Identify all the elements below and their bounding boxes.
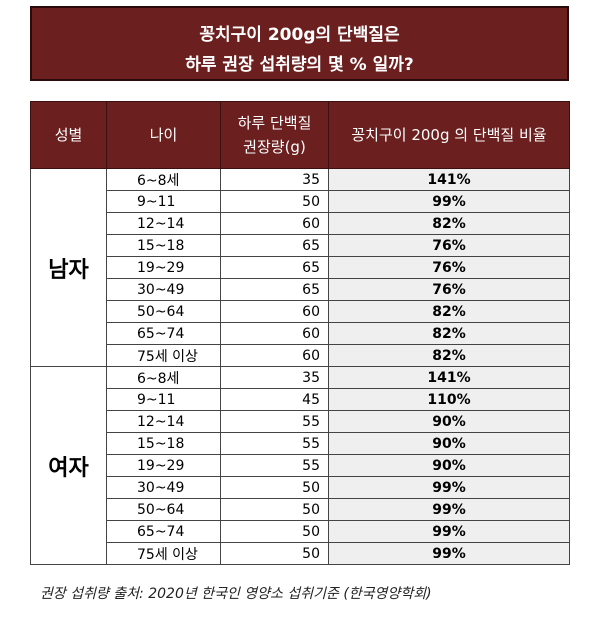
table-row: 15~18 55 90%: [31, 432, 570, 455]
table-row: 30~49 65 76%: [31, 278, 570, 301]
percent-cell: 141%: [328, 168, 570, 191]
percent-cell: 141%: [328, 366, 570, 389]
amount-cell: 50: [220, 542, 329, 565]
title-line-1: 꽁치구이 200g의 단백질은: [199, 25, 400, 45]
table-row: 9~11 50 99%: [31, 190, 570, 213]
percent-cell: 82%: [328, 212, 570, 235]
age-cell: 12~14: [106, 410, 221, 433]
title-banner: 꽁치구이 200g의 단백질은 하루 권장 섭취량의 몇 % 일까?: [30, 6, 569, 81]
table-row: 65~74 50 99%: [31, 520, 570, 543]
header-amount-line1: 하루 단백질: [237, 114, 312, 132]
amount-cell: 50: [220, 520, 329, 543]
percent-cell: 90%: [328, 454, 570, 477]
amount-cell: 60: [220, 322, 329, 345]
table-row: 50~64 60 82%: [31, 300, 570, 323]
percent-cell: 82%: [328, 300, 570, 323]
amount-cell: 60: [220, 212, 329, 235]
table-row: 여자 6~8세 35 141%: [30, 366, 570, 565]
age-cell: 6~8세: [106, 366, 221, 389]
amount-cell: 35: [220, 168, 329, 191]
age-cell: 75세 이상: [106, 344, 221, 367]
age-cell: 9~11: [106, 190, 221, 213]
percent-cell: 76%: [328, 234, 570, 257]
amount-cell: 55: [220, 410, 329, 433]
amount-cell: 60: [220, 300, 329, 323]
percent-cell: 76%: [328, 256, 570, 279]
table-row: 75세 이상 60 82%: [31, 344, 570, 367]
percent-cell: 99%: [328, 498, 570, 521]
table-row: 65~74 60 82%: [31, 322, 570, 345]
amount-cell: 55: [220, 454, 329, 477]
table-row: 30~49 50 99%: [31, 476, 570, 499]
table-row: 12~14 55 90%: [31, 410, 570, 433]
amount-cell: 50: [220, 476, 329, 499]
header-amount: 하루 단백질 권장량(g): [220, 101, 329, 169]
amount-cell: 55: [220, 432, 329, 455]
amount-cell: 65: [220, 234, 329, 257]
protein-table: 성별 나이 하루 단백질 권장량(g) 꽁치구이 200g 의 단백질 비율 남…: [30, 101, 570, 565]
age-cell: 50~64: [106, 498, 221, 521]
table-body: 남자 6~8세 35 141% 9~11 50 99% 12~14 60 82% 15~18 65 76…: [30, 168, 570, 565]
table-header-row: 성별 나이 하루 단백질 권장량(g) 꽁치구이 200g 의 단백질 비율: [30, 101, 570, 169]
age-cell: 19~29: [106, 256, 221, 279]
age-cell: 30~49: [106, 476, 221, 499]
percent-cell: 110%: [328, 388, 570, 411]
age-cell: 65~74: [106, 322, 221, 345]
percent-cell: 99%: [328, 190, 570, 213]
age-cell: 12~14: [106, 212, 221, 235]
table-row: 75세 이상 50 99%: [31, 542, 570, 565]
header-sex: 성별: [30, 101, 107, 169]
age-cell: 15~18: [106, 234, 221, 257]
age-cell: 65~74: [106, 520, 221, 543]
table-row: 15~18 65 76%: [31, 234, 570, 257]
percent-cell: 90%: [328, 410, 570, 433]
percent-cell: 82%: [328, 322, 570, 345]
amount-cell: 50: [220, 498, 329, 521]
amount-cell: 45: [220, 388, 329, 411]
table-row: 19~29 55 90%: [31, 454, 570, 477]
percent-cell: 90%: [328, 432, 570, 455]
amount-cell: 65: [220, 278, 329, 301]
header-percent: 꽁치구이 200g 의 단백질 비율: [328, 101, 570, 169]
percent-cell: 99%: [328, 476, 570, 499]
age-cell: 6~8세: [106, 168, 221, 191]
table-row: 남자 6~8세 35 141%: [30, 168, 570, 367]
amount-cell: 35: [220, 366, 329, 389]
sex-cell: 남자: [30, 168, 107, 367]
source-note: 권장 섭취량 출처: 2020년 한국인 영양소 섭취기준 (한국영양학회): [40, 586, 432, 602]
table-row: 12~14 60 82%: [31, 212, 570, 235]
header-age: 나이: [106, 101, 221, 169]
table-row: 50~64 50 99%: [31, 498, 570, 521]
age-cell: 19~29: [106, 454, 221, 477]
sex-cell: 여자: [30, 366, 107, 565]
table-row: 19~29 65 76%: [31, 256, 570, 279]
percent-cell: 99%: [328, 520, 570, 543]
age-cell: 30~49: [106, 278, 221, 301]
header-amount-line2: 권장량(g): [243, 138, 306, 156]
age-cell: 15~18: [106, 432, 221, 455]
amount-cell: 65: [220, 256, 329, 279]
percent-cell: 99%: [328, 542, 570, 565]
amount-cell: 50: [220, 190, 329, 213]
amount-cell: 60: [220, 344, 329, 367]
title-line-2: 하루 권장 섭취량의 몇 % 일까?: [185, 55, 414, 75]
table-row: 9~11 45 110%: [31, 388, 570, 411]
age-cell: 75세 이상: [106, 542, 221, 565]
age-cell: 9~11: [106, 388, 221, 411]
percent-cell: 76%: [328, 278, 570, 301]
age-cell: 50~64: [106, 300, 221, 323]
percent-cell: 82%: [328, 344, 570, 367]
